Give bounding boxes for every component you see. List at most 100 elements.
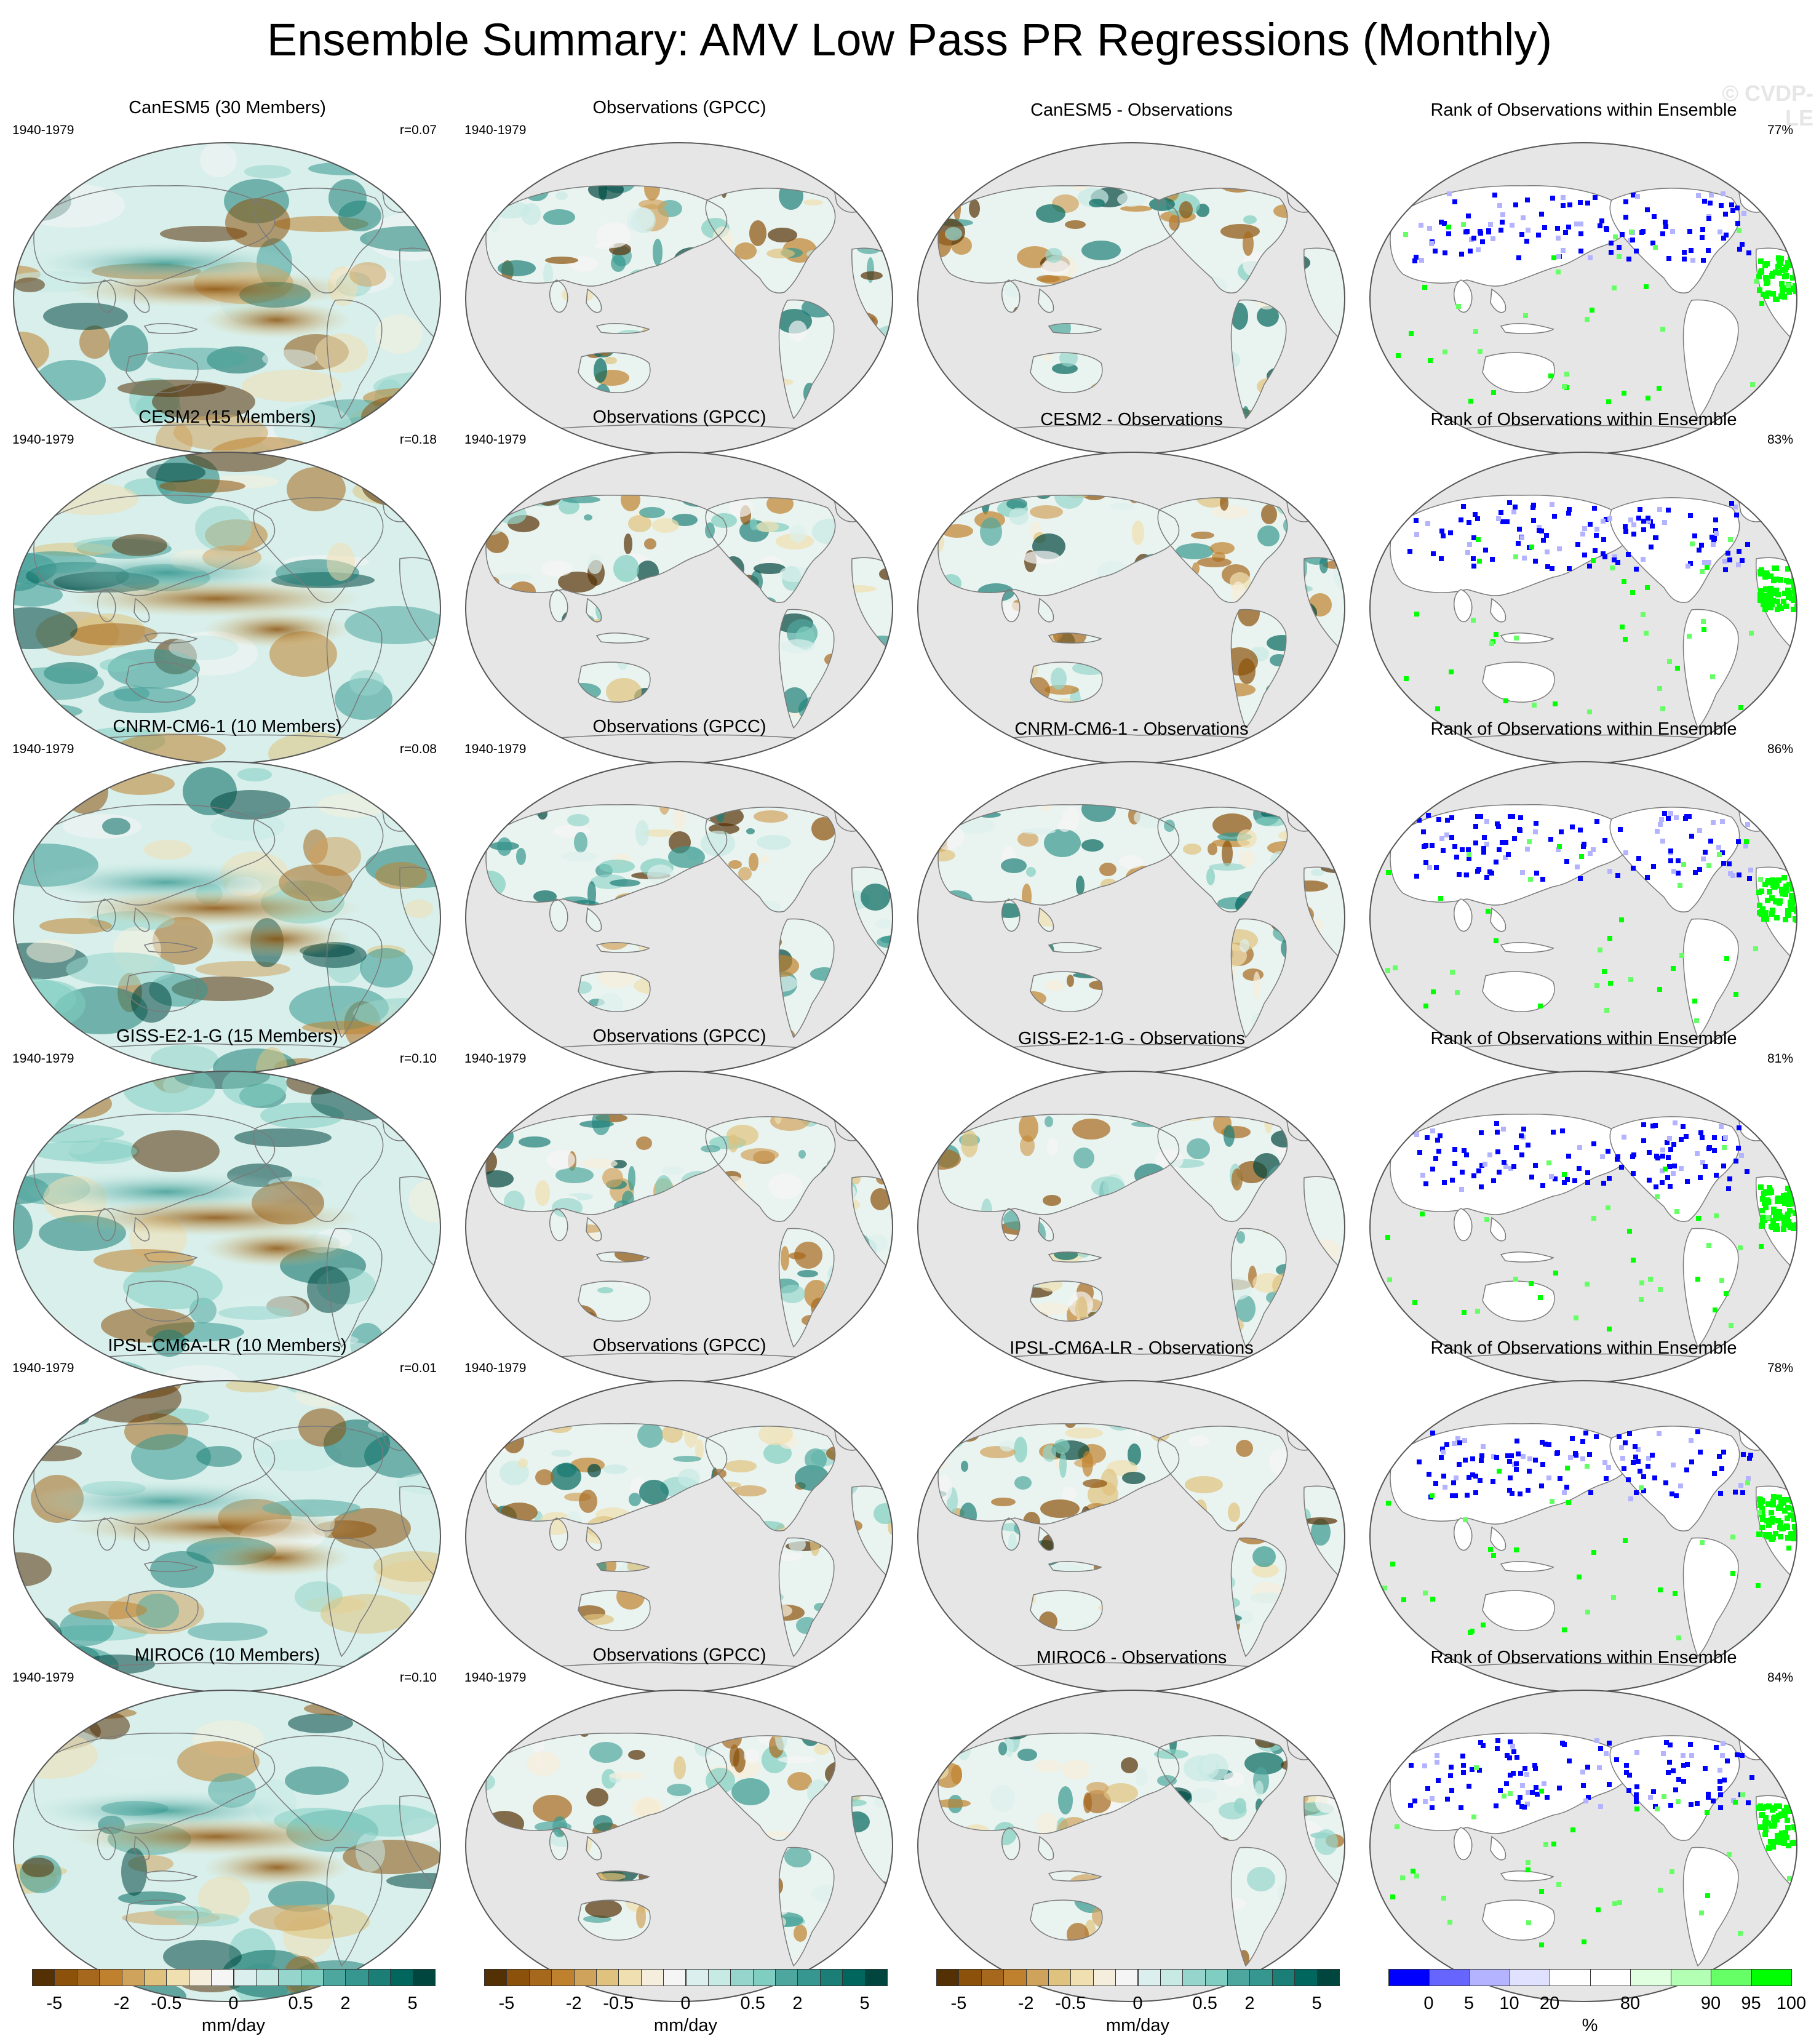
rank-panel-title: Rank of Observations within Ensemble (1430, 1338, 1737, 1358)
rank-map-frame (1369, 1379, 1798, 1696)
rank-map (1369, 1380, 1797, 1693)
diff-panel: GISS-E2-1-G - Observations (904, 1008, 1359, 1383)
rank-percent-label: 83% (1767, 433, 1793, 447)
diff-panel: CNRM-CM6-1 - Observations (904, 699, 1359, 1074)
ensemble-panel-title: CNRM-CM6-1 (10 Members) (113, 717, 342, 737)
colorbar-swatch (506, 1969, 530, 1986)
colorbar-tick-label: 5 (407, 1994, 418, 2013)
ensemble-map (13, 761, 441, 1074)
colorbar-swatch (166, 1969, 189, 1986)
rank-map (1369, 452, 1797, 764)
obs-map (465, 761, 893, 1074)
colorbar-tick-label: -5 (498, 1994, 515, 2013)
colorbar-swatch (797, 1969, 821, 1986)
colorbar-swatch (323, 1969, 346, 1986)
colorbar-tick-label: -5 (950, 1994, 967, 2013)
rank-map (1369, 142, 1797, 455)
period-label: 1940-1979 (464, 123, 527, 137)
obs-map-frame (464, 1070, 894, 1387)
colorbar-tick-label: 0.5 (288, 1994, 313, 2013)
colorbar-swatch (1160, 1969, 1184, 1986)
colorbar-swatch (143, 1969, 167, 1986)
obs-panel: Observations (GPCC) 1940-1979 (452, 1008, 907, 1383)
colorbar-swatch (663, 1969, 687, 1986)
obs-map (465, 1380, 893, 1693)
colorbar-tick-label: -2 (565, 1994, 582, 2013)
obs-map-frame (464, 142, 894, 458)
colorbar-tick-label: 10 (1499, 1994, 1519, 2013)
diff-map-frame (917, 451, 1346, 768)
colorbar-swatch (1115, 1969, 1139, 1986)
diff-panel-title: CNRM-CM6-1 - Observations (1014, 719, 1249, 739)
colorbar-swatch (1249, 1969, 1273, 1986)
pr-colorbar-units: mm/day (201, 2016, 266, 2035)
colorbar-swatch (1137, 1969, 1161, 1986)
colorbar-tick-label: 20 (1539, 1994, 1560, 2013)
rank-percent-label: 77% (1767, 123, 1793, 137)
rank-map (1369, 761, 1797, 1074)
colorbar-tick-label: 2 (1244, 1994, 1255, 2013)
figure-title: Ensemble Summary: AMV Low Pass PR Regres… (266, 14, 1553, 65)
colorbar-swatch (99, 1969, 122, 1986)
ensemble-panel-title: MIROC6 (10 Members) (134, 1645, 320, 1665)
obs-map (465, 142, 893, 455)
rank-percent-label: 86% (1767, 742, 1793, 756)
rank-panel-title: Rank of Observations within Ensemble (1430, 1029, 1737, 1048)
ensemble-panel: CESM2 (15 Members) 1940-1979 r=0.18 (0, 389, 455, 764)
colorbar-swatch (1227, 1969, 1251, 1986)
pr-colorbar-units: mm/day (653, 2016, 718, 2035)
colorbar-tick-label: 100 (1776, 1994, 1807, 2013)
rank-panel: Rank of Observations within Ensemble 77% (1356, 80, 1811, 455)
period-label: 1940-1979 (464, 1361, 527, 1375)
diff-map (917, 761, 1345, 1074)
colorbar-swatch (188, 1969, 212, 1986)
ensemble-panel: CanESM5 (30 Members) 1940-1979 r=0.07 (0, 80, 455, 455)
period-label: 1940-1979 (12, 742, 74, 756)
diff-panel: IPSL-CM6A-LR - Observations (904, 1318, 1359, 1693)
colorbar-swatch (864, 1969, 888, 1986)
period-label: 1940-1979 (464, 1671, 527, 1685)
ensemble-panel: MIROC6 (10 Members) 1940-1979 r=0.10 (0, 1627, 455, 2002)
colorbar-swatch (1630, 1969, 1671, 1986)
colorbar-swatch (640, 1969, 664, 1986)
diff-map-frame (917, 761, 1346, 1077)
colorbar-swatch (1093, 1969, 1116, 1986)
diff-panel-title: CanESM5 - Observations (1030, 100, 1233, 120)
colorbar-tick-label: -0.5 (1055, 1994, 1086, 2013)
colorbar-swatch (121, 1969, 145, 1986)
obs-panel-title: Observations (GPCC) (592, 1645, 766, 1665)
ensemble-panel-title: IPSL-CM6A-LR (10 Members) (108, 1336, 347, 1355)
rank-map-frame (1369, 1070, 1798, 1387)
period-label: 1940-1979 (12, 1361, 74, 1375)
obs-map (465, 452, 893, 764)
colorbar-swatch (1711, 1969, 1752, 1986)
obs-map-frame (464, 1379, 894, 1696)
colorbar-tick-label: 0 (680, 1994, 691, 2013)
pr-colorbar-2: -5 -2 -0.5 0 0.5 2 5 mm/day (484, 1969, 888, 2037)
rank-panel: Rank of Observations within Ensemble 83% (1356, 389, 1811, 764)
colorbar-swatch (211, 1969, 234, 1986)
obs-map (465, 1690, 893, 2002)
ensemble-panel-title: GISS-E2-1-G (15 Members) (116, 1026, 338, 1046)
colorbar-swatch (958, 1969, 982, 1986)
colorbar-tick-label: -5 (46, 1994, 63, 2013)
colorbar-tick-label: 5 (859, 1994, 870, 2013)
diff-panel: MIROC6 - Observations (904, 1627, 1359, 2002)
period-label: 1940-1979 (464, 742, 527, 756)
rank-map-frame (1369, 142, 1798, 458)
rank-map-frame (1369, 1689, 1798, 2006)
colorbar-swatch (1550, 1969, 1591, 1986)
colorbar-swatch (1670, 1969, 1711, 1986)
pattern-correlation-label: r=0.10 (399, 1671, 437, 1685)
period-label: 1940-1979 (12, 433, 74, 447)
colorbar-swatch (278, 1969, 301, 1986)
colorbar-tick-label: 5 (1463, 1994, 1475, 2013)
colorbar-swatch (300, 1969, 324, 1986)
colorbar-swatch (1388, 1969, 1430, 1986)
colorbar-tick-label: 0.5 (740, 1994, 765, 2013)
diff-map (917, 452, 1345, 764)
colorbar-tick-label: -2 (1017, 1994, 1034, 2013)
ensemble-panel-title: CESM2 (15 Members) (138, 407, 316, 427)
obs-panel: Observations (GPCC) 1940-1979 (452, 389, 907, 764)
colorbar-swatch (1751, 1969, 1792, 1986)
